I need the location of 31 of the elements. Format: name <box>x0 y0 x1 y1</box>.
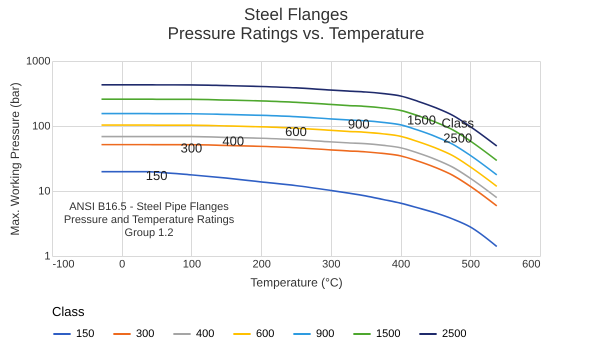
y-tick-label: 100 <box>32 120 50 132</box>
x-tick-label: 100 <box>182 258 202 270</box>
x-tick-label: 500 <box>462 258 480 270</box>
annotation: 150 <box>146 168 168 184</box>
legend-label: 900 <box>316 328 334 340</box>
x-tick-label: 600 <box>522 258 540 270</box>
x-tick-label: 200 <box>252 258 271 270</box>
y-tick-label: 1 <box>44 250 50 262</box>
annotation: ANSI B16.5 - Steel Pipe Flanges Pressure and Temperature Ratings Group 1.2 <box>64 201 235 239</box>
annotation: 600 <box>285 124 307 140</box>
legend-label: 300 <box>136 328 154 340</box>
x-tick-label: -100 <box>52 258 75 270</box>
legend-label: 600 <box>256 328 274 340</box>
legend-label: 2500 <box>442 328 466 340</box>
x-tick-label: 400 <box>392 258 410 270</box>
legend-label: 150 <box>76 328 94 340</box>
y-axis-title: Max. Working Pressure (bar) <box>8 82 22 236</box>
x-tick-label: 0 <box>119 258 126 270</box>
line-series <box>100 98 498 162</box>
y-tick-label: 1000 <box>26 56 50 68</box>
legend-label: 1500 <box>376 328 400 340</box>
annotation: 400 <box>222 134 244 149</box>
legend-label: 400 <box>196 328 214 340</box>
annotation: 900 <box>348 116 370 132</box>
x-axis-title: Temperature (°C) <box>250 276 343 290</box>
legend-title: Class <box>52 304 86 319</box>
y-tick-label: 10 <box>38 186 50 198</box>
x-tick-label: 300 <box>322 258 341 270</box>
annotation: 1500 <box>407 112 436 128</box>
annotation: 300 <box>180 140 202 156</box>
chart-title: Steel Flanges Pressure Ratings vs. Temperature <box>168 5 424 43</box>
